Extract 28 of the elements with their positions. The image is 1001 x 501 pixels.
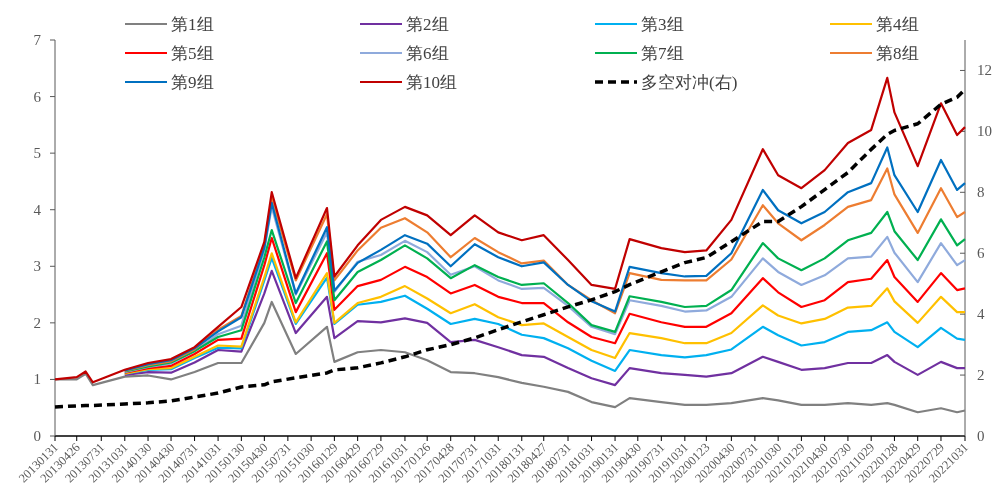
y2-tick-label: 2 [977, 367, 985, 384]
line-series [53, 300, 967, 414]
y-tick-label: 5 [33, 145, 41, 162]
y2-tick-label: 6 [977, 245, 985, 262]
y2-tick-label: 12 [977, 62, 992, 79]
y2-tick-label: 8 [977, 184, 985, 201]
y-tick-label: 7 [33, 32, 42, 48]
legend-label: 第3组 [641, 15, 684, 34]
y2-tick-label: 4 [977, 306, 985, 323]
y-tick-label: 2 [33, 314, 41, 331]
legend-label: 第1组 [171, 15, 214, 34]
legend-label: 第4组 [876, 15, 919, 34]
line-series [123, 269, 967, 387]
legend-label: 第7组 [641, 44, 684, 63]
y-tick-label: 4 [33, 201, 42, 218]
legend-label: 多空对冲(右) [641, 73, 738, 92]
y-tick-label: 1 [33, 371, 41, 388]
legend-label: 第6组 [406, 44, 449, 63]
legend-label: 第9组 [171, 73, 214, 92]
legend-label: 第2组 [406, 15, 449, 34]
y-tick-label: 6 [33, 88, 42, 105]
legend-label: 第5组 [171, 44, 214, 63]
y-tick-label: 3 [33, 258, 41, 275]
legend-label: 第8组 [876, 44, 919, 63]
y2-tick-label: 10 [977, 123, 992, 140]
y2-tick-label: 0 [977, 428, 985, 444]
legend-label: 第10组 [406, 73, 457, 92]
y-tick-label: 0 [33, 428, 41, 444]
